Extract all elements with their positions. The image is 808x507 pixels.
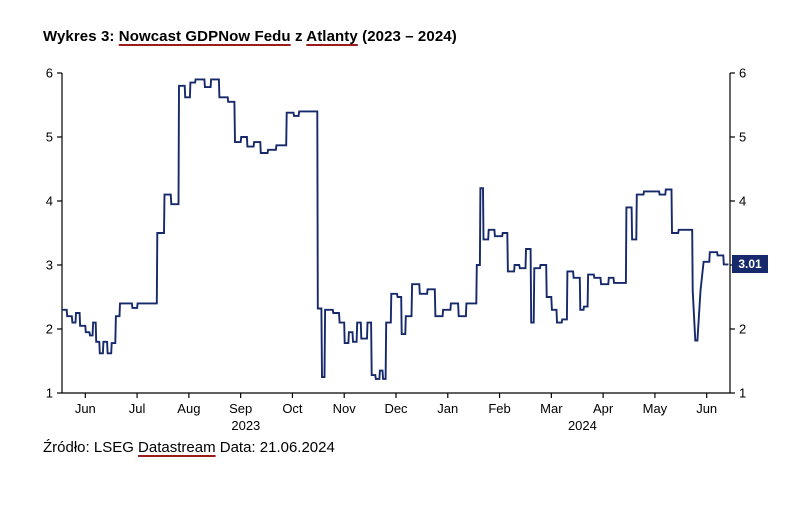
x-axis-month-label: Apr xyxy=(593,401,614,416)
source-underlined-word: Datastream xyxy=(138,439,216,456)
x-axis-month-label: Aug xyxy=(177,401,200,416)
y-axis-label-left: 5 xyxy=(46,130,53,145)
x-axis-month-label: Oct xyxy=(282,401,303,416)
x-axis-month-label: Jan xyxy=(437,401,458,416)
y-axis-label-left: 3 xyxy=(46,258,53,273)
last-value-badge: 3.01 xyxy=(732,255,768,274)
gdpnow-series-line xyxy=(62,78,729,380)
source-note: Źródło: LSEG Datastream Data: 21.06.2024 xyxy=(43,439,335,456)
y-axis-label-left: 4 xyxy=(46,194,53,209)
y-axis-label-right: 4 xyxy=(739,194,746,209)
title-underlined-phrase-1: Nowcast GDPNow Fedu xyxy=(118,28,291,45)
x-axis-year-label: 2023 xyxy=(231,418,260,433)
chart-title: Wykres 3: Nowcast GDPNow Fedu z Atlanty … xyxy=(43,28,457,45)
y-axis-label-right: 5 xyxy=(739,130,746,145)
x-axis-month-label: Jun xyxy=(75,401,96,416)
x-axis-month-label: Nov xyxy=(333,401,357,416)
x-axis-month-label: Jun xyxy=(696,401,717,416)
title-middle: z xyxy=(290,28,307,45)
x-axis-year-label: 2024 xyxy=(568,418,597,433)
x-axis-month-label: Jul xyxy=(129,401,146,416)
y-axis-label-left: 1 xyxy=(46,386,53,401)
x-axis-month-label: Sep xyxy=(229,401,252,416)
y-axis-label-left: 2 xyxy=(46,322,53,337)
x-axis-month-label: Dec xyxy=(384,401,408,416)
title-underlined-phrase-2: Atlanty xyxy=(306,28,358,45)
source-prefix: Źródło: LSEG xyxy=(43,439,139,456)
y-axis-label-right: 2 xyxy=(739,322,746,337)
x-axis-month-label: Feb xyxy=(488,401,510,416)
x-axis-month-label: Mar xyxy=(540,401,563,416)
y-axis-label-left: 6 xyxy=(46,66,53,81)
x-axis-month-label: May xyxy=(643,401,668,416)
y-axis-label-right: 1 xyxy=(739,386,746,401)
y-axis-label-right: 6 xyxy=(739,66,746,81)
source-suffix: Data: 21.06.2024 xyxy=(215,439,335,456)
title-prefix: Wykres 3: xyxy=(43,28,119,45)
title-suffix: (2023 – 2024) xyxy=(357,28,457,45)
